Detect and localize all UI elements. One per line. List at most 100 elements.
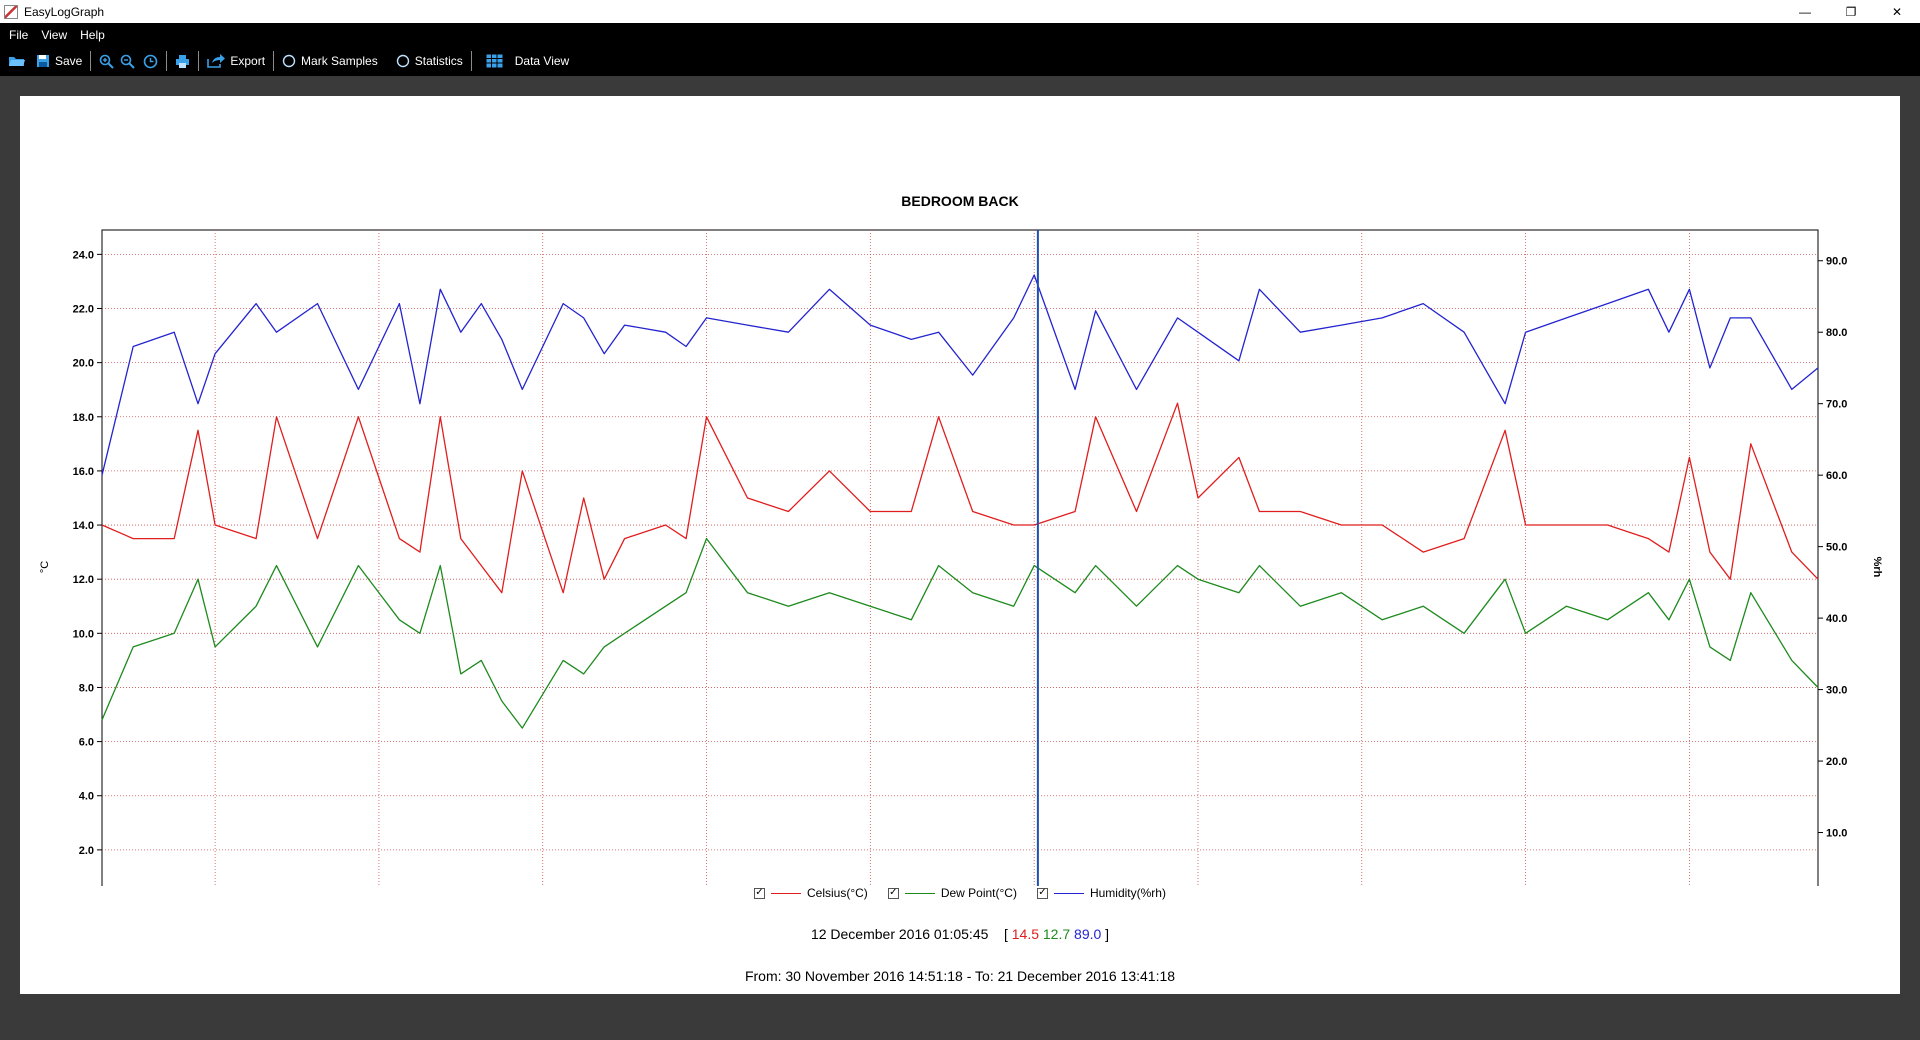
readout-open-bracket: [ xyxy=(1003,926,1008,942)
dewpoint-legend-line xyxy=(904,892,935,894)
humidity-legend-label: Humidity(%rh) xyxy=(1089,886,1166,900)
chart-title: BEDROOM BACK xyxy=(901,193,1018,209)
y2-tick-label: 60.0 xyxy=(1826,470,1847,482)
cursor-readout: 12 December 2016 01:05:45 [ 14.5 12.7 89… xyxy=(20,926,1900,942)
readout-close-bracket: ] xyxy=(1105,926,1110,942)
save-disk-icon xyxy=(37,55,49,67)
chart-panel: BEDROOM BACK0.02.04.06.08.010.012.014.01… xyxy=(20,96,1900,994)
zoom-in-button[interactable] xyxy=(99,49,115,73)
dewpoint-line xyxy=(101,537,1819,729)
window-controls: — ❐ ✕ xyxy=(1782,0,1920,23)
y-axis-label: °C xyxy=(39,561,51,573)
legend: ✓ Celsius(°C) ✓ Dew Point(°C) ✓ Humidity… xyxy=(20,886,1900,900)
y-tick-label: 12.0 xyxy=(73,574,94,586)
check-icon: ✓ xyxy=(755,887,764,898)
open-button[interactable] xyxy=(8,49,26,73)
y-tick-label: 4.0 xyxy=(79,791,94,803)
dewpoint-checkbox[interactable]: ✓ xyxy=(887,887,899,899)
circle-radio-icon xyxy=(396,54,409,68)
mark-samples-label: Mark Samples xyxy=(301,54,378,68)
save-label: Save xyxy=(55,54,83,68)
legend-item-celsius[interactable]: ✓ Celsius(°C) xyxy=(754,886,868,900)
printer-icon xyxy=(176,54,190,68)
celsius-line xyxy=(101,402,1819,594)
y-tick-label: 8.0 xyxy=(79,682,94,694)
menu-view-label: View xyxy=(41,27,68,42)
y-tick-label: 22.0 xyxy=(73,303,94,315)
close-button[interactable]: ✕ xyxy=(1891,4,1903,19)
menu-file-label: File xyxy=(9,27,29,42)
celsius-checkbox[interactable]: ✓ xyxy=(754,887,765,899)
legend-item-humidity[interactable]: ✓ Humidity(%rh) xyxy=(1036,886,1166,900)
y-tick-label: 10.0 xyxy=(73,628,94,640)
zoom-out-button[interactable] xyxy=(120,49,136,73)
export-button[interactable]: Export xyxy=(207,49,265,73)
y-tick-label: 18.0 xyxy=(73,412,94,424)
y2-tick-label: 10.0 xyxy=(1826,828,1847,840)
time-button[interactable] xyxy=(143,49,158,73)
y2-tick-label: 30.0 xyxy=(1826,685,1847,697)
legend-item-dewpoint[interactable]: ✓ Dew Point(°C) xyxy=(887,886,1017,900)
toolbar: Save Export Mark Samples Statistics Data… xyxy=(0,46,1920,76)
toolbar-separator xyxy=(273,51,275,71)
circle-radio-icon xyxy=(282,54,296,68)
toolbar-separator xyxy=(90,51,92,71)
y-tick-label: 14.0 xyxy=(73,520,94,532)
mark-samples-button[interactable]: Mark Samples xyxy=(282,49,378,73)
y2-tick-label: 50.0 xyxy=(1826,542,1847,554)
y-tick-label: 2.0 xyxy=(79,845,94,857)
readout-datetime: 12 December 2016 01:05:45 xyxy=(810,926,989,942)
menu-bar: File View Help xyxy=(0,23,1920,46)
y2-tick-label: 70.0 xyxy=(1826,399,1847,411)
line-chart[interactable]: BEDROOM BACK0.02.04.06.08.010.012.014.01… xyxy=(20,96,1900,886)
check-icon: ✓ xyxy=(889,887,898,898)
menu-help[interactable]: Help xyxy=(80,28,105,42)
table-grid-icon xyxy=(485,54,503,68)
celsius-legend-label: Celsius(°C) xyxy=(807,886,868,900)
app-icon xyxy=(4,4,18,19)
readout-dewpoint: 12.7 xyxy=(1042,926,1071,942)
save-button[interactable]: Save xyxy=(36,49,82,73)
y2-tick-label: 40.0 xyxy=(1826,613,1847,625)
y2-axis-label: %rh xyxy=(1871,557,1883,578)
title-bar: EasyLogGraph — ❐ ✕ xyxy=(0,0,1920,23)
y-tick-label: 16.0 xyxy=(73,466,94,478)
zoom-out-icon xyxy=(121,54,136,69)
clock-icon xyxy=(144,54,158,68)
menu-file[interactable]: File xyxy=(9,28,28,42)
humidity-line xyxy=(101,274,1819,476)
print-button[interactable] xyxy=(175,49,190,73)
humidity-checkbox[interactable]: ✓ xyxy=(1036,887,1048,899)
zoom-in-icon xyxy=(100,54,115,69)
toolbar-separator xyxy=(198,51,200,71)
statistics-label: Statistics xyxy=(414,54,463,68)
y-tick-label: 24.0 xyxy=(73,249,94,261)
check-icon: ✓ xyxy=(1038,887,1047,898)
dewpoint-legend-label: Dew Point(°C) xyxy=(940,886,1017,900)
readout-celsius: 14.5 xyxy=(1011,926,1039,942)
restore-button[interactable]: ❐ xyxy=(1845,4,1857,19)
y-tick-label: 6.0 xyxy=(79,737,94,749)
plot-area xyxy=(101,229,1819,886)
toolbar-separator xyxy=(166,51,168,71)
statistics-button[interactable]: Statistics xyxy=(396,49,463,73)
export-arrow-icon xyxy=(207,54,226,68)
y2-tick-label: 90.0 xyxy=(1826,256,1847,268)
y2-tick-label: 80.0 xyxy=(1826,327,1847,339)
humidity-legend-line xyxy=(1053,892,1084,894)
toolbar-separator xyxy=(470,51,472,71)
minimize-button[interactable]: — xyxy=(1799,4,1811,19)
y2-tick-label: 20.0 xyxy=(1826,756,1847,768)
data-view-label: Data View xyxy=(514,54,570,68)
open-folder-icon xyxy=(9,57,25,66)
date-range: From: 30 November 2016 14:51:18 - To: 21… xyxy=(744,968,1176,984)
window-title: EasyLogGraph xyxy=(24,4,105,19)
menu-view[interactable]: View xyxy=(41,28,67,42)
graph-area: BEDROOM BACK0.02.04.06.08.010.012.014.01… xyxy=(0,76,1920,1040)
readout-humidity: 89.0 xyxy=(1074,926,1102,942)
data-view-button[interactable]: Data View xyxy=(485,49,570,73)
celsius-legend-line xyxy=(771,892,801,894)
y-tick-label: 20.0 xyxy=(73,358,94,370)
menu-help-label: Help xyxy=(80,27,105,42)
export-label: Export xyxy=(230,54,266,68)
